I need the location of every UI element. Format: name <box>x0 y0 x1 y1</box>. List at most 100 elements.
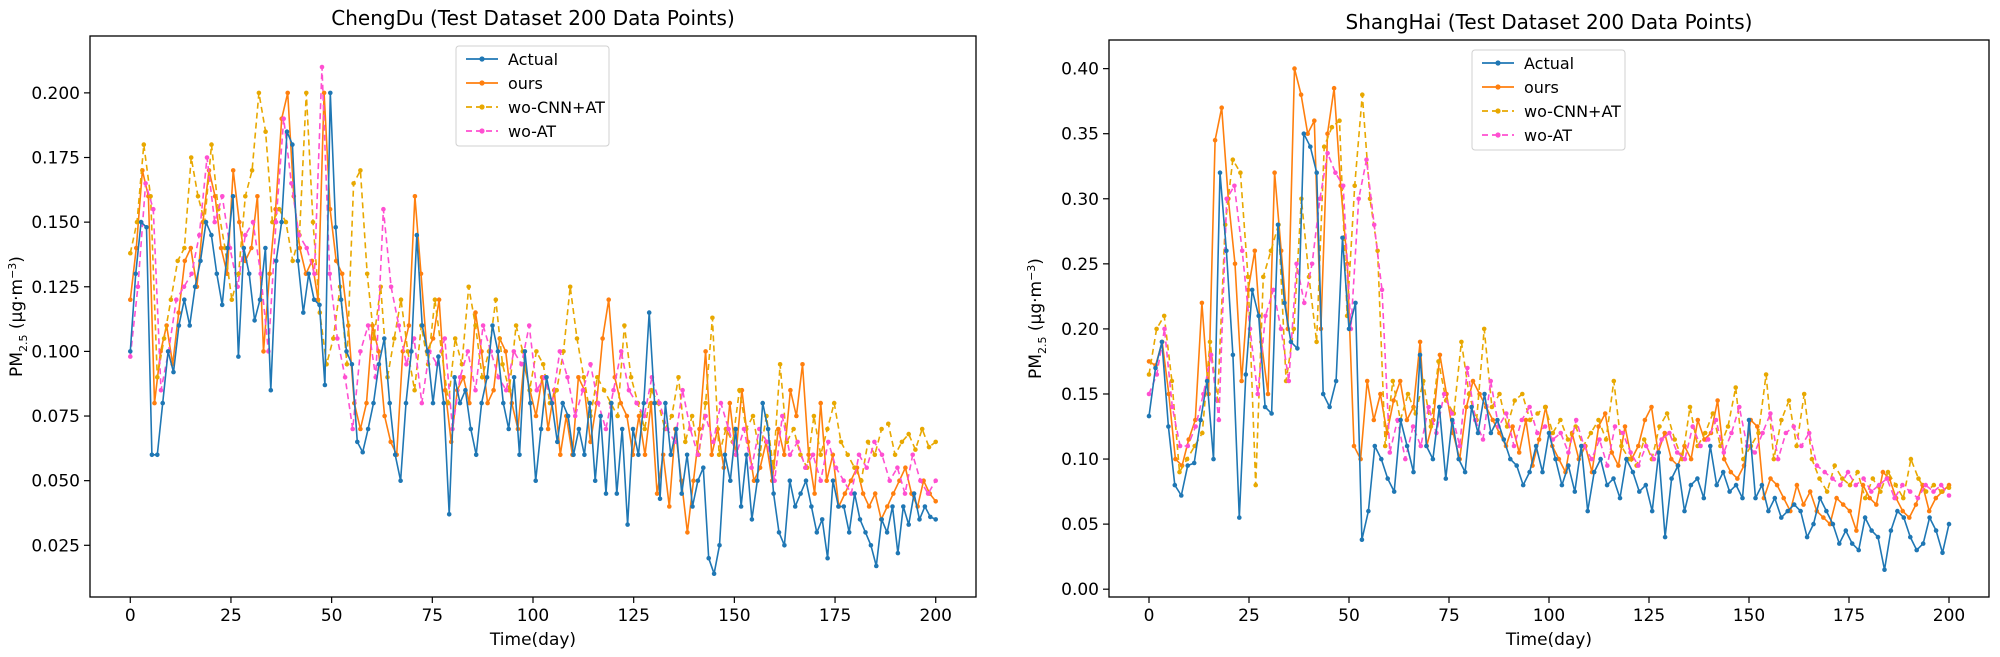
chart-1-data-point <box>1733 482 1739 488</box>
chart-1-data-point <box>1489 404 1495 410</box>
chart-0-data-point <box>296 232 302 238</box>
chart-0-data-point <box>922 504 928 509</box>
chart-0-data-point <box>261 349 266 354</box>
chart-0-data-point <box>479 375 485 380</box>
chart-1-data-point <box>1185 463 1190 468</box>
chart-1-axes-frame <box>1108 39 1990 598</box>
chart-1-data-point <box>1659 437 1664 442</box>
chart-1-data-point <box>1824 489 1830 494</box>
chart-0-data-point <box>910 452 915 458</box>
chart-1-data-point <box>1191 460 1197 466</box>
chart-0-data-point <box>511 375 517 380</box>
chart-0-data-point <box>545 426 551 432</box>
chart-1-data-point <box>1821 515 1826 520</box>
chart-0-data-point <box>457 375 463 380</box>
chart-0-plot-area <box>128 64 938 576</box>
chart-1-data-point <box>1900 508 1905 514</box>
chart-1-data-point <box>1520 391 1525 397</box>
chart-1-data-point <box>1398 417 1403 423</box>
chart-1-ytick-label: 0.05 <box>1061 515 1099 535</box>
chart-1-data-point <box>1321 144 1327 149</box>
chart-1-data-point <box>1597 437 1602 442</box>
chart-1-data-point <box>1441 391 1447 397</box>
chart-0-data-point <box>255 194 260 199</box>
chart-0-data-point <box>321 90 327 96</box>
chart-1-data-point <box>1379 456 1384 462</box>
chart-1-data-point <box>1834 495 1839 501</box>
chart-1-title: ShangHai (Test Dataset 200 Data Points) <box>1346 10 1753 34</box>
chart-0-data-point <box>533 478 538 484</box>
chart-0-data-point <box>128 250 133 256</box>
chart-1-data-point <box>1397 378 1403 384</box>
chart-1-data-point <box>1224 196 1229 202</box>
chart-1-data-point <box>1933 495 1939 501</box>
chart-1-data-point <box>1617 495 1623 501</box>
chart-1-data-point <box>1146 391 1152 397</box>
chart-0-data-point <box>618 400 624 406</box>
chart-1-data-point <box>1603 437 1609 442</box>
chart-0-data-point <box>503 387 509 393</box>
chart-0-data-point <box>852 491 857 496</box>
chart-1-data-point <box>1559 482 1565 488</box>
chart-1-ytick-label: 0.20 <box>1061 320 1099 340</box>
chart-0-data-point <box>787 452 793 458</box>
chart-0-ytick-label: 0.175 <box>31 149 80 169</box>
chart-1-data-point <box>1556 456 1562 462</box>
chart-1-ytick-label: 0.00 <box>1061 580 1099 600</box>
chart-1-data-point <box>1763 372 1769 377</box>
chart-1-ytick-label: 0.25 <box>1061 255 1099 275</box>
chart-1-data-point <box>1185 443 1191 449</box>
chart-1-data-point <box>1740 495 1745 501</box>
chart-0-data-point <box>304 90 309 96</box>
chart-0-xtick-label: 175 <box>819 606 851 626</box>
chart-0-data-point <box>582 452 587 458</box>
chart-1-x-axis-label: Time(day) <box>1505 630 1592 650</box>
chart-1-data-point <box>1771 456 1777 462</box>
chart-0-data-point <box>534 349 539 354</box>
chart-1-data-point <box>1378 391 1383 397</box>
chart-1-data-point <box>1146 413 1152 419</box>
chart-0-data-point <box>618 349 624 354</box>
chart-0-data-point <box>461 375 466 380</box>
chart-1-data-point <box>1785 508 1790 514</box>
chart-0-ytick-label: 0.100 <box>31 342 80 362</box>
chart-0-data-point <box>160 400 165 406</box>
chart-1-data-point <box>1488 430 1494 436</box>
chart-0-data-point <box>496 375 501 380</box>
chart-0-data-point <box>824 478 829 484</box>
chart-1-data-point <box>1855 469 1860 475</box>
chart-1-data-point <box>1907 515 1912 520</box>
chart-0-axes-frame <box>89 35 977 598</box>
chart-0-data-point <box>782 452 787 458</box>
chart-1-data-point <box>1520 482 1526 488</box>
chart-0-data-point <box>188 245 194 251</box>
chart-1-data-point <box>1177 443 1183 449</box>
chart-1-data-point <box>1801 502 1806 507</box>
chart-1-data-point <box>1624 456 1629 462</box>
chart-1-data-point <box>1346 326 1352 332</box>
chart-1-data-point <box>1628 450 1633 455</box>
chart-0-data-point <box>485 400 490 406</box>
chart-1-data-point <box>1931 489 1936 494</box>
chart-1-data-point <box>1702 430 1708 436</box>
chart-0-data-point <box>846 530 852 535</box>
chart-1-data-point <box>1385 476 1390 481</box>
chart-1-data-point <box>1173 456 1178 462</box>
chart-0-data-point <box>728 478 733 484</box>
chart-0-data-point <box>436 297 442 303</box>
chart-1-data-point <box>1799 443 1804 449</box>
chart-1-data-point <box>1688 456 1694 462</box>
chart-1-data-point <box>1245 287 1251 293</box>
chart-1-y-axis-label-base: PM <box>1026 354 1046 379</box>
chart-1-data-point <box>1426 404 1431 410</box>
chart-0-data-point <box>836 504 841 509</box>
chart-1-data-point <box>1488 378 1493 384</box>
chart-1-data-point <box>1193 424 1198 429</box>
chart-0-data-point <box>209 142 214 147</box>
chart-0-data-point <box>587 400 593 406</box>
chart-0-data-point <box>895 465 900 471</box>
chart-0-ytick-label: 0.150 <box>31 213 80 233</box>
chart-0-xtick-label: 200 <box>920 606 952 626</box>
chart-0-data-point <box>473 310 478 315</box>
